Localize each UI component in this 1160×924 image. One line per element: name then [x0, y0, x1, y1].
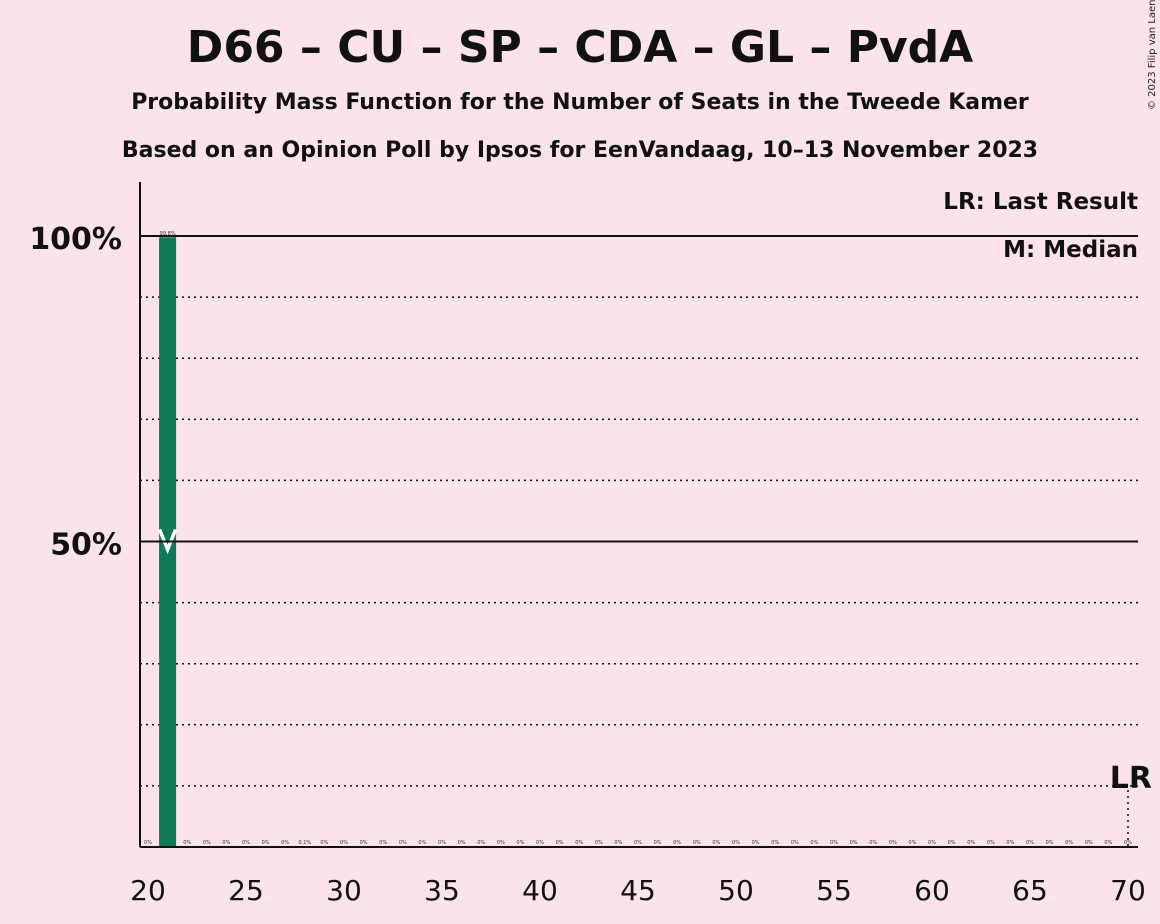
y-tick-100: 100%	[29, 222, 122, 257]
data-label-37: 0%	[477, 840, 485, 846]
x-tick-25: 25	[228, 874, 264, 907]
data-label-33: 0%	[399, 840, 407, 846]
data-label-21: 99.8%	[160, 231, 176, 237]
y-axis-ticks: 50% 100%	[29, 222, 122, 563]
data-label-52: 0%	[771, 840, 779, 846]
data-label-44: 0%	[614, 840, 622, 846]
data-label-22: 0%	[183, 840, 191, 846]
data-label-61: 0%	[948, 840, 956, 846]
x-axis-ticks: 20 25 30 35 40 45 50 55 60 65 70	[130, 874, 1146, 907]
chart-subtitle: Probability Mass Function for the Number…	[131, 90, 1029, 115]
legend-last-result: LR: Last Result	[943, 189, 1138, 215]
x-tick-65: 65	[1012, 874, 1048, 907]
data-label-54: 0%	[810, 840, 818, 846]
data-label-49: 0%	[712, 840, 720, 846]
axes	[139, 182, 1138, 848]
data-label-62: 0%	[967, 840, 975, 846]
y-tick-50: 50%	[50, 528, 122, 563]
data-label-66: 0%	[1046, 840, 1054, 846]
data-label-63: 0%	[987, 840, 995, 846]
last-result-label: LR	[1110, 761, 1152, 796]
median-marker	[157, 528, 178, 555]
data-label-45: 0%	[634, 840, 642, 846]
x-tick-50: 50	[718, 874, 754, 907]
data-label-29: 0%	[320, 840, 328, 846]
data-label-40: 0%	[536, 840, 544, 846]
data-label-42: 0%	[575, 840, 583, 846]
x-tick-45: 45	[620, 874, 656, 907]
chart-title: D66 – CU – SP – CDA – GL – PvdA	[186, 22, 974, 73]
x-tick-55: 55	[816, 874, 852, 907]
data-label-53: 0%	[791, 840, 799, 846]
data-label-32: 0%	[379, 840, 387, 846]
data-label-27: 0%	[281, 840, 289, 846]
data-label-48: 0%	[693, 840, 701, 846]
data-label-34: 0%	[418, 840, 426, 846]
data-label-47: 0%	[673, 840, 681, 846]
chart-source: Based on an Opinion Poll by Ipsos for Ee…	[121, 138, 1039, 163]
data-label-26: 0%	[262, 840, 270, 846]
x-tick-70: 70	[1110, 874, 1146, 907]
legend-median: M: Median	[1003, 237, 1138, 263]
data-label-46: 0%	[654, 840, 662, 846]
data-label-67: 0%	[1065, 840, 1073, 846]
data-label-24: 0%	[222, 840, 230, 846]
data-label-23: 0%	[203, 840, 211, 846]
x-tick-40: 40	[522, 874, 558, 907]
data-label-59: 0%	[908, 840, 916, 846]
data-label-64: 0%	[1006, 840, 1014, 846]
x-tick-60: 60	[914, 874, 950, 907]
data-label-68: 0%	[1085, 840, 1093, 846]
data-label-31: 0%	[360, 840, 368, 846]
data-label-35: 0%	[438, 840, 446, 846]
data-label-39: 0%	[516, 840, 524, 846]
data-label-30: 0%	[340, 840, 348, 846]
data-label-36: 0%	[458, 840, 466, 846]
data-label-41: 0%	[556, 840, 564, 846]
data-label-50: 0%	[732, 840, 740, 846]
data-label-25: 0%	[242, 840, 250, 846]
x-tick-20: 20	[130, 874, 166, 907]
data-label-60: 0%	[928, 840, 936, 846]
data-label-56: 0%	[850, 840, 858, 846]
x-tick-30: 30	[326, 874, 362, 907]
data-label-38: 0%	[497, 840, 505, 846]
data-label-51: 0%	[752, 840, 760, 846]
x-tick-35: 35	[424, 874, 460, 907]
data-label-43: 0%	[595, 840, 603, 846]
markers: LR	[140, 235, 1152, 847]
data-label-20: 0%	[144, 840, 152, 846]
data-label-57: 0%	[869, 840, 877, 846]
data-labels: 0% 99.8% 0% 0% 0% 0% 0% 0% 0.1% 0% 0% 0% 0% 0% 0% 0% 0% 0…	[144, 231, 1132, 846]
data-label-28: 0.1%	[298, 840, 311, 846]
data-label-58: 0%	[889, 840, 897, 846]
data-label-70: 0%	[1124, 840, 1132, 846]
data-label-65: 0%	[1026, 840, 1034, 846]
gridlines	[140, 296, 1138, 787]
data-label-55: 0%	[830, 840, 838, 846]
data-label-69: 0%	[1104, 840, 1112, 846]
